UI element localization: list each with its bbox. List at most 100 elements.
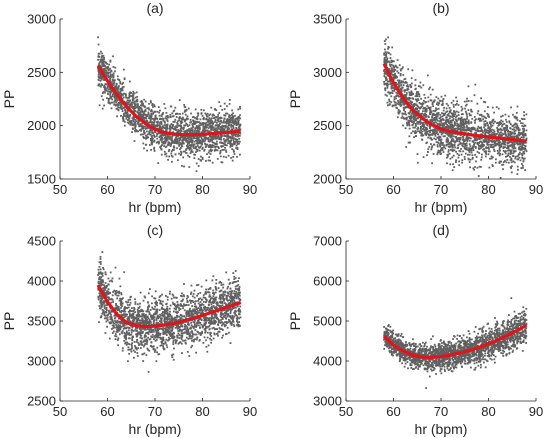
- scatter-point: [217, 134, 219, 137]
- scatter-point: [481, 153, 483, 156]
- scatter-point: [228, 140, 231, 143]
- scatter-point: [438, 131, 441, 133]
- scatter-point: [152, 124, 155, 126]
- scatter-point: [150, 139, 153, 141]
- scatter-point: [98, 104, 101, 107]
- scatter-point: [208, 156, 211, 158]
- scatter-point: [196, 118, 199, 120]
- scatter-point: [221, 127, 224, 130]
- scatter-point: [456, 138, 459, 140]
- scatter-point: [100, 95, 103, 98]
- scatter-point: [111, 73, 114, 76]
- scatter-point: [196, 125, 198, 128]
- scatter-point: [450, 133, 452, 136]
- scatter-point: [155, 117, 158, 120]
- scatter-point: [510, 150, 513, 152]
- scatter-point: [145, 354, 148, 356]
- scatter-point: [522, 131, 525, 133]
- scatter-point: [118, 102, 121, 104]
- scatter-point: [221, 161, 224, 164]
- scatter-point: [506, 126, 508, 129]
- scatter-point: [398, 79, 401, 82]
- scatter-point: [430, 133, 432, 136]
- scatter-point: [223, 108, 226, 110]
- scatter-point: [482, 148, 484, 151]
- scatter-point: [224, 143, 226, 145]
- scatter-point: [424, 97, 427, 99]
- scatter-point: [184, 113, 187, 116]
- scatter-point: [114, 79, 116, 82]
- scatter-point: [174, 113, 177, 116]
- scatter-point: [493, 148, 495, 151]
- scatter-point: [160, 153, 163, 156]
- scatter-point: [492, 146, 495, 148]
- scatter-point: [183, 165, 185, 168]
- scatter-point: [155, 319, 158, 322]
- scatter-point: [448, 122, 450, 125]
- scatter-point: [111, 101, 114, 104]
- scatter-point: [135, 348, 138, 351]
- scatter-point: [432, 153, 435, 155]
- scatter-point: [454, 136, 457, 138]
- scatter-point: [446, 120, 449, 123]
- scatter-point: [146, 127, 148, 130]
- scatter-point: [150, 141, 153, 143]
- scatter-point: [111, 280, 114, 283]
- scatter-point: [468, 128, 471, 131]
- scatter-point: [172, 358, 175, 361]
- scatter-point: [180, 143, 183, 146]
- scatter-point: [419, 123, 422, 126]
- scatter-point: [460, 128, 463, 131]
- scatter-point: [120, 307, 122, 309]
- scatter-point: [163, 145, 166, 147]
- scatter-point: [154, 336, 157, 339]
- scatter-point: [464, 107, 466, 110]
- scatter-point: [217, 146, 220, 148]
- scatter-point: [451, 123, 454, 126]
- scatter-point: [148, 102, 150, 105]
- scatter-point: [521, 122, 524, 125]
- scatter-point: [427, 107, 430, 109]
- scatter-point: [170, 315, 173, 318]
- scatter-point: [450, 101, 453, 104]
- scatter-point: [409, 120, 412, 122]
- scatter-point: [459, 120, 462, 123]
- scatter-point: [192, 145, 195, 148]
- scatter-point: [516, 135, 518, 138]
- scatter-point: [482, 131, 484, 134]
- scatter-point: [236, 116, 239, 119]
- scatter-point: [163, 327, 166, 330]
- scatter-point: [462, 121, 465, 124]
- scatter-point: [426, 141, 428, 144]
- scatter-point: [491, 143, 494, 146]
- scatter-point: [461, 161, 463, 164]
- scatter-point: [211, 141, 214, 144]
- scatter-point: [109, 93, 111, 96]
- scatter-point: [212, 275, 215, 278]
- scatter-point: [516, 105, 519, 108]
- scatter-point: [114, 70, 116, 73]
- scatter-point: [232, 133, 235, 135]
- scatter-point: [155, 135, 158, 137]
- scatter-point: [486, 121, 489, 124]
- scatter-point: [404, 106, 407, 109]
- scatter-point: [213, 319, 215, 322]
- scatter-point: [226, 118, 229, 120]
- scatter-point: [430, 121, 433, 124]
- scatter-point: [490, 143, 492, 146]
- scatter-point: [165, 127, 168, 130]
- scatter-point: [232, 115, 234, 117]
- scatter-point: [474, 132, 476, 134]
- scatter-point: [388, 100, 391, 103]
- scatter-point: [180, 150, 182, 153]
- scatter-point: [171, 140, 174, 142]
- scatter-point: [224, 114, 227, 117]
- scatter-point: [154, 126, 157, 129]
- scatter-point: [501, 120, 504, 123]
- scatter-point: [494, 133, 496, 135]
- scatter-point: [169, 116, 172, 119]
- scatter-point: [513, 161, 516, 164]
- scatter-point: [111, 277, 114, 280]
- scatter-point: [521, 143, 524, 146]
- scatter-point: [434, 134, 437, 137]
